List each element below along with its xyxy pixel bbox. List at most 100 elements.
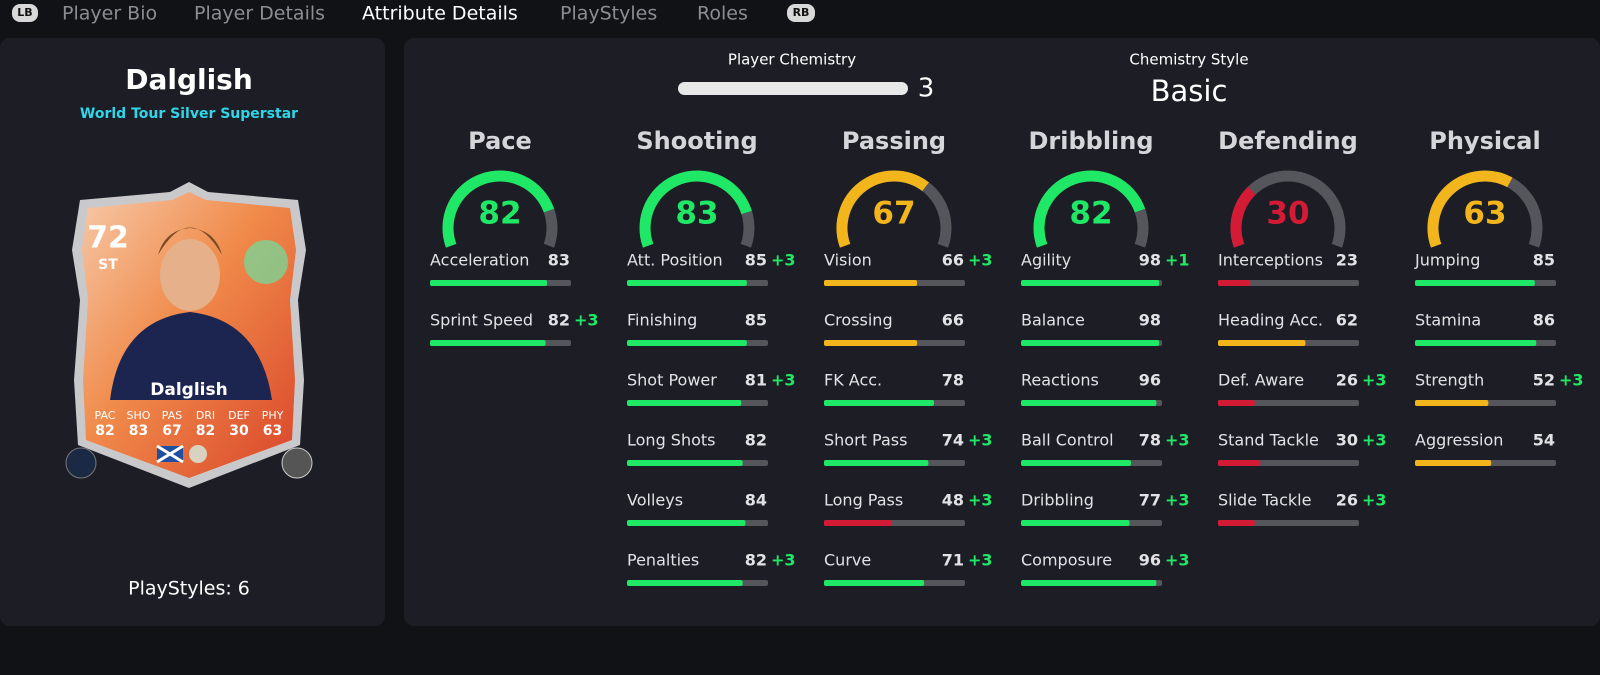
- attribute-name: Crossing: [824, 311, 893, 330]
- attribute-name: Reactions: [1021, 371, 1099, 390]
- tab[interactable]: Player Details: [194, 3, 325, 25]
- attribute-name: Acceleration: [430, 251, 529, 270]
- attribute-bar: [1021, 520, 1130, 526]
- attribute-boost: +3: [771, 371, 796, 390]
- category-rating: 82: [478, 196, 521, 232]
- attribute-bar: [824, 280, 918, 286]
- attribute-value: 98: [1139, 251, 1161, 270]
- attribute-boost: +3: [1362, 491, 1387, 510]
- attribute-value: 85: [1533, 251, 1555, 270]
- card-stat-value: 63: [263, 423, 282, 439]
- player-shirt: [110, 312, 272, 400]
- attribute-bar: [824, 340, 918, 346]
- card-stat-value: 83: [129, 423, 148, 439]
- attribute-name: Att. Position: [627, 251, 723, 270]
- attribute-bar: [627, 400, 742, 406]
- category-rating: 30: [1266, 196, 1309, 232]
- gauge-fill: [442, 170, 555, 248]
- card-stat-label: SHO: [127, 409, 151, 422]
- attribute-value: 74: [942, 431, 964, 450]
- attribute-name: Long Pass: [824, 491, 903, 510]
- card-name: Dalglish: [150, 380, 227, 400]
- gauge-fill: [836, 170, 929, 248]
- attribute-bar: [430, 280, 548, 286]
- attribute-bar-track: [1218, 280, 1359, 286]
- tab[interactable]: Attribute Details: [362, 3, 518, 25]
- attribute-value: 62: [1336, 311, 1358, 330]
- attribute-boost: +3: [1362, 431, 1387, 450]
- attribute-name: Volleys: [627, 491, 683, 510]
- tab[interactable]: Roles: [697, 3, 748, 25]
- gauge-fill: [1230, 186, 1256, 248]
- attribute-value: 96: [1139, 371, 1161, 390]
- attribute-boost: +3: [968, 251, 993, 270]
- attribute-boost: +3: [1559, 371, 1584, 390]
- attribute-bar: [1021, 340, 1160, 346]
- attribute-name: Composure: [1021, 551, 1112, 570]
- attribute-boost: +3: [574, 311, 599, 330]
- attribute-value: 81: [745, 371, 767, 390]
- attribute-name: Dribbling: [1021, 491, 1094, 510]
- tab[interactable]: Player Bio: [62, 3, 157, 25]
- card-stat-label: DEF: [228, 409, 250, 422]
- attribute-value: 96: [1139, 551, 1161, 570]
- category-name: Pace: [468, 127, 532, 155]
- category-rating: 83: [675, 196, 718, 232]
- rb-badge: [787, 4, 815, 22]
- attribute-value: 84: [745, 491, 767, 510]
- attribute-value: 78: [1139, 431, 1161, 450]
- attribute-bar: [1218, 280, 1251, 286]
- attribute-bar: [1021, 580, 1157, 586]
- attribute-bar: [627, 340, 747, 346]
- category-name: Physical: [1429, 127, 1540, 155]
- attribute-value: 85: [745, 251, 767, 270]
- attribute-value: 48: [942, 491, 964, 510]
- chemistry-value: 3: [918, 74, 935, 104]
- card-stat-label: DRI: [196, 409, 215, 422]
- attribute-name: Strength: [1415, 371, 1484, 390]
- attribute-boost: +3: [1165, 431, 1190, 450]
- attribute-value: 66: [942, 251, 964, 270]
- attribute-bar: [627, 520, 746, 526]
- chemistry-bar: [678, 82, 908, 95]
- attribute-name: Heading Acc.: [1218, 311, 1323, 330]
- attribute-name: Agility: [1021, 251, 1071, 270]
- gauge-fill: [1427, 170, 1513, 248]
- attribute-bar: [1415, 340, 1537, 346]
- attribute-bar: [1021, 460, 1131, 466]
- category-name: Shooting: [636, 127, 757, 155]
- attribute-boost: +3: [771, 551, 796, 570]
- chemistry-style-label: Chemistry Style: [1129, 51, 1248, 69]
- attribute-value: 83: [548, 251, 570, 270]
- flag-cross: [156, 444, 184, 464]
- attribute-boost: +3: [968, 491, 993, 510]
- attribute-bar: [627, 580, 743, 586]
- attribute-bar: [627, 460, 743, 466]
- evolution-icon: [65, 447, 97, 479]
- attribute-value: 82: [745, 431, 767, 450]
- attribute-name: Finishing: [627, 311, 697, 330]
- card-rating: 72: [87, 221, 129, 256]
- attribute-value: 85: [745, 311, 767, 330]
- attribute-bar: [1415, 400, 1489, 406]
- attribute-name: Ball Control: [1021, 431, 1114, 450]
- card-position: ST: [98, 257, 118, 273]
- attribute-bar: [1021, 280, 1160, 286]
- attribute-value: 82: [548, 311, 570, 330]
- attribute-bar: [430, 340, 546, 346]
- dna-icon: [281, 447, 313, 479]
- attribute-name: Long Shots: [627, 431, 716, 450]
- playstyles-count: PlayStyles: 6: [128, 578, 250, 600]
- category-name: Defending: [1218, 127, 1358, 155]
- player-name: Dalglish: [125, 63, 253, 96]
- attribute-name: Vision: [824, 251, 872, 270]
- attribute-boost: +3: [968, 551, 993, 570]
- tab[interactable]: PlayStyles: [560, 3, 657, 25]
- card-stat-value: 82: [196, 423, 215, 439]
- attributes-panel: [404, 38, 1600, 626]
- attribute-name: Stand Tackle: [1218, 431, 1319, 450]
- player-face: [160, 239, 220, 311]
- attribute-bar: [1218, 400, 1255, 406]
- attribute-bar: [824, 580, 925, 586]
